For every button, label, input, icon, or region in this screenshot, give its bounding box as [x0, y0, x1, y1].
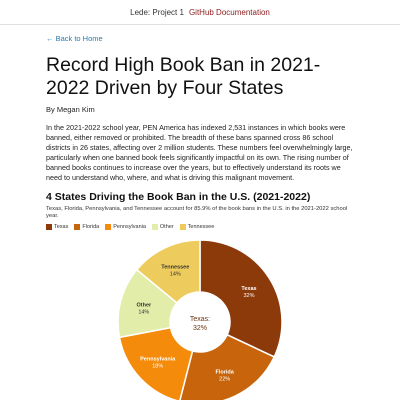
chart-title: 4 States Driving the Book Ban in the U.S…: [46, 190, 311, 203]
top-navigation: Lede: Project 1 GitHub Documentation: [0, 0, 400, 25]
legend-swatch-other: [151, 223, 158, 230]
slice-pennsylvania[interactable]: [118, 326, 194, 400]
legend-item-texas[interactable]: Texas: [46, 223, 69, 230]
slice-tennessee[interactable]: [135, 240, 201, 304]
legend-label-texas: Texas: [54, 223, 69, 230]
legend-label-tennessee: Tennessee: [187, 223, 215, 230]
donut-chart: Texas32%Florida22%Pennsylvania18%Other14…: [117, 240, 283, 400]
slice-value-texas: 32%: [243, 293, 254, 299]
legend-swatch-tennessee: [179, 223, 186, 230]
slice-value-florida: 22%: [219, 376, 230, 382]
legend-label-florida: Florida: [82, 223, 100, 230]
slice-label-pennsylvania: Pennsylvania: [140, 357, 176, 363]
slice-value-pennsylvania: 18%: [152, 364, 163, 370]
chart-legend: Texas Florida Pennsylvania Other Tennessee: [46, 223, 354, 230]
legend-item-florida[interactable]: Florida: [74, 223, 100, 230]
article-intro: In the 2021-2022 school year, PEN Americ…: [46, 123, 353, 183]
legend-item-pennsylvania[interactable]: Pennsylvania: [105, 223, 146, 230]
legend-swatch-texas: [46, 223, 52, 230]
back-to-home-link[interactable]: ← Back to Home: [46, 34, 103, 43]
legend-item-other[interactable]: Other: [151, 223, 174, 230]
slice-value-tennessee: 14%: [170, 272, 181, 278]
legend-swatch-florida: [74, 223, 81, 230]
article-title: Record High Book Ban in 2021-2022 Driven…: [46, 54, 321, 99]
chart-subtitle: Texas, Florida, Pennsylvania, and Tennes…: [46, 205, 348, 220]
legend-label-pennsylvania: Pennsylvania: [113, 223, 146, 230]
article-byline: By Megan Kim: [46, 105, 95, 114]
legend-swatch-pennsylvania: [105, 223, 112, 230]
site-name: Lede: Project 1: [130, 7, 184, 17]
center-label: Texas:: [190, 316, 210, 323]
slice-label-other: Other: [136, 303, 152, 309]
slice-label-texas: Texas: [241, 286, 256, 292]
article-content: ← Back to Home Record High Book Ban in 2…: [0, 34, 400, 230]
slice-texas[interactable]: [199, 240, 283, 358]
center-value: 32%: [193, 325, 207, 332]
slice-label-tennessee: Tennessee: [161, 265, 189, 271]
github-documentation-link[interactable]: GitHub Documentation: [188, 7, 270, 17]
legend-label-other: Other: [159, 223, 174, 230]
slice-florida[interactable]: [179, 333, 276, 400]
legend-item-tennessee[interactable]: Tennessee: [179, 223, 215, 230]
slice-value-other: 14%: [138, 310, 149, 316]
slice-label-florida: Florida: [216, 369, 235, 375]
